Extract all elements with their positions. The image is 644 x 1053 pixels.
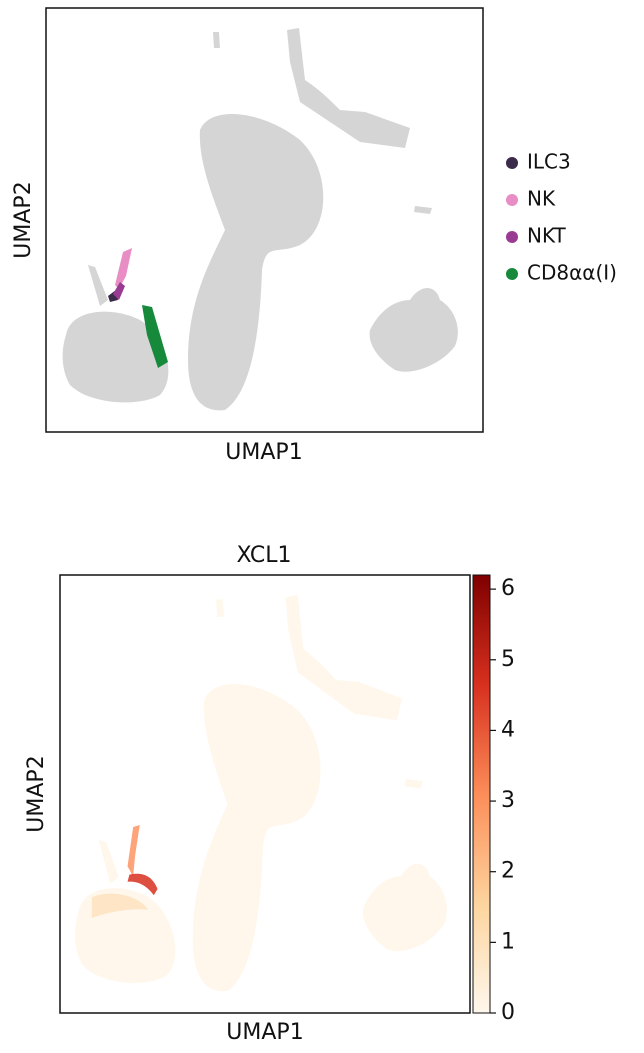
cluster-highlight bbox=[142, 305, 168, 368]
cell-cloud bbox=[213, 32, 220, 48]
colorbar-tick-label: 6 bbox=[501, 576, 515, 601]
x-axis-label: UMAP1 bbox=[226, 1020, 303, 1045]
colorbar-axis: 0 1 2 3 4 5 6 bbox=[490, 576, 515, 1025]
legend-marker bbox=[506, 268, 518, 280]
cell-cloud bbox=[98, 839, 119, 884]
cell-cloud bbox=[216, 599, 224, 617]
colorbar-tick-label: 3 bbox=[501, 788, 515, 813]
colorbar-tick-label: 0 bbox=[501, 1000, 515, 1025]
plot-frame bbox=[45, 7, 484, 433]
cell-cloud bbox=[404, 778, 423, 789]
expression-hotspot bbox=[127, 824, 140, 877]
legend-label: NK bbox=[527, 187, 556, 211]
cell-cloud bbox=[285, 595, 402, 721]
cell-cloud bbox=[88, 265, 108, 306]
cell-cloud bbox=[287, 28, 410, 148]
y-axis-label: UMAP2 bbox=[24, 755, 49, 832]
colorbar-tick-label: 1 bbox=[501, 929, 515, 954]
x-axis-label: UMAP1 bbox=[225, 440, 302, 465]
legend: ILC3 NK NKT CD8αα(I) bbox=[506, 150, 617, 285]
plot-frame bbox=[59, 574, 471, 1014]
cell-cloud bbox=[192, 683, 321, 992]
colorbar bbox=[472, 574, 491, 1014]
expression-hotspot bbox=[127, 873, 158, 896]
expression-hotspot bbox=[91, 893, 149, 918]
cell-cloud bbox=[414, 206, 432, 214]
legend-marker bbox=[506, 231, 518, 243]
plot-area bbox=[75, 595, 447, 992]
cluster-highlight bbox=[115, 248, 132, 289]
legend-label: CD8αα(I) bbox=[527, 261, 617, 285]
plot-area bbox=[62, 28, 458, 411]
cluster-highlight bbox=[113, 282, 125, 300]
legend-marker bbox=[506, 157, 518, 169]
chart-title: XCL1 bbox=[236, 543, 291, 568]
legend-label: NKT bbox=[527, 224, 567, 248]
cell-cloud bbox=[369, 288, 458, 372]
y-axis-label: UMAP2 bbox=[11, 181, 36, 258]
legend-label: ILC3 bbox=[527, 150, 571, 174]
colorbar-tick-label: 5 bbox=[501, 647, 515, 672]
cloud-group bbox=[75, 595, 447, 992]
cell-cloud bbox=[363, 863, 447, 952]
colorbar-tick-label: 4 bbox=[501, 717, 515, 742]
legend-marker bbox=[506, 194, 518, 206]
cell-cloud bbox=[62, 311, 169, 403]
cell-cloud bbox=[188, 113, 324, 411]
colorbar-tick-label: 2 bbox=[501, 859, 515, 884]
